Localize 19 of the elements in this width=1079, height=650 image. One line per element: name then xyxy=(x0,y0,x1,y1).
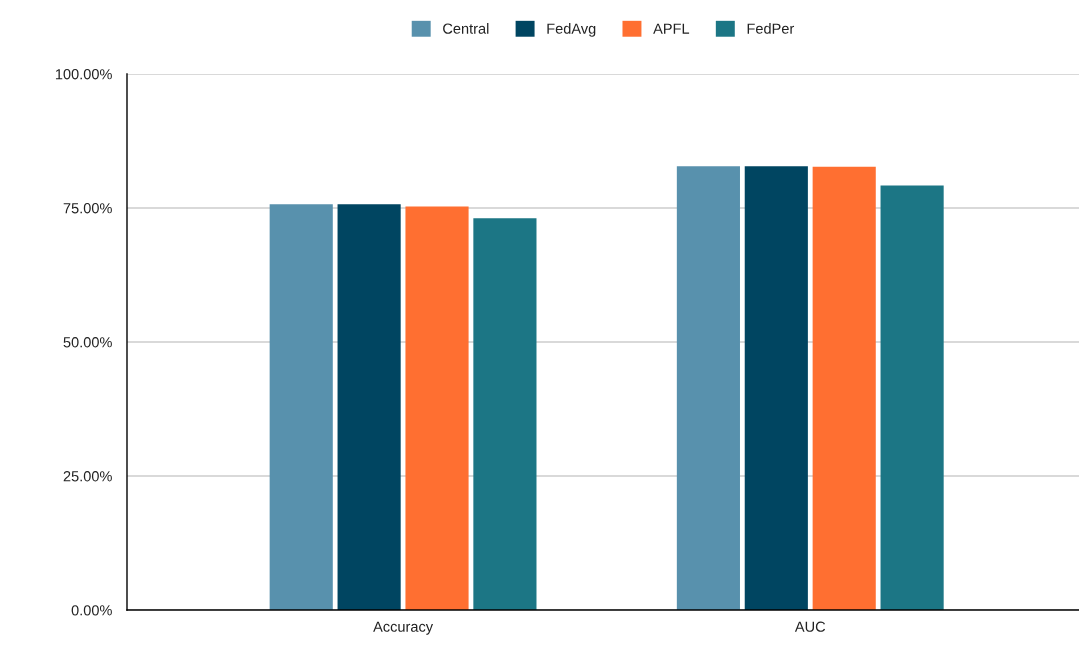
bar xyxy=(744,166,808,611)
bar xyxy=(880,185,944,611)
bar xyxy=(812,166,876,611)
x-tick-label: Accuracy xyxy=(373,621,434,635)
y-tick-label: 75.00% xyxy=(63,203,112,214)
y-tick-label: 25.00% xyxy=(63,471,112,482)
legend-label: FedPer xyxy=(747,23,795,34)
bar xyxy=(473,218,537,611)
bar xyxy=(337,204,401,611)
y-tick-label: 100.00% xyxy=(55,69,112,80)
legend-label: APFL xyxy=(653,23,690,34)
y-tick-label: 0.00% xyxy=(71,605,112,616)
legend-label: FedAvg xyxy=(547,23,596,37)
x-tick-label: AUC xyxy=(794,621,826,632)
legend-label: Central xyxy=(443,23,489,34)
bar xyxy=(676,166,740,611)
y-tick-label: 50.00% xyxy=(63,337,112,348)
bar xyxy=(405,206,469,611)
bar xyxy=(269,204,333,611)
